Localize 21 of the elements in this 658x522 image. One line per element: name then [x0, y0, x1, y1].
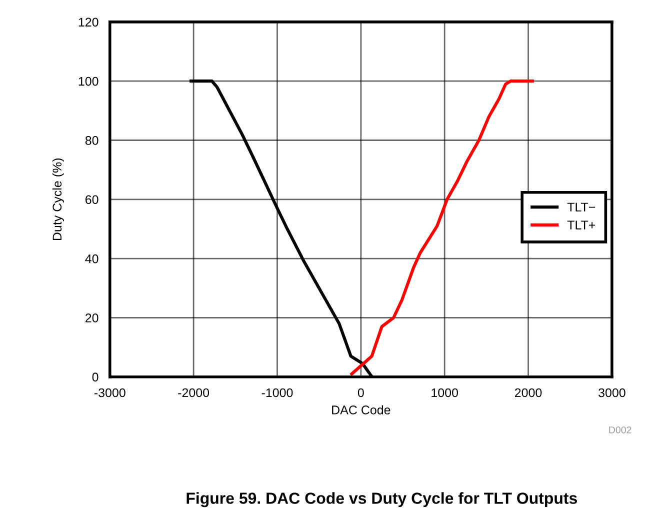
x-tick-label: 2000: [514, 388, 542, 398]
y-tick-label: 20: [86, 314, 98, 322]
x-tick-label: 0: [358, 388, 364, 398]
y-tick-label: 0: [92, 372, 98, 382]
y-tick-label: 120: [78, 18, 98, 27]
x-tick-label: 3000: [598, 388, 626, 398]
x-tick-label: 1000: [432, 388, 458, 398]
x-tick-label: -2000: [178, 388, 210, 398]
legend-label: TLT−: [567, 202, 596, 212]
y-tick-label: 60: [86, 195, 98, 204]
text: Figure 59. DAC Code vs Duty Cycle for TLT Outputs: [186, 492, 577, 508]
x-axis-title: DAC Code: [332, 405, 390, 414]
x-tick-label: -3000: [94, 388, 126, 398]
y-tick-label: 100: [78, 76, 98, 86]
x-tick-label: -1000: [262, 388, 293, 398]
legend-label: TLT+: [567, 220, 596, 230]
line-series: [350, 80, 534, 376]
y-axis-title: Duty Cycle (%): [52, 158, 64, 240]
y-tick-label: 40: [85, 254, 98, 264]
text: D002: [609, 426, 632, 434]
y-tick-label: 80: [85, 136, 98, 145]
